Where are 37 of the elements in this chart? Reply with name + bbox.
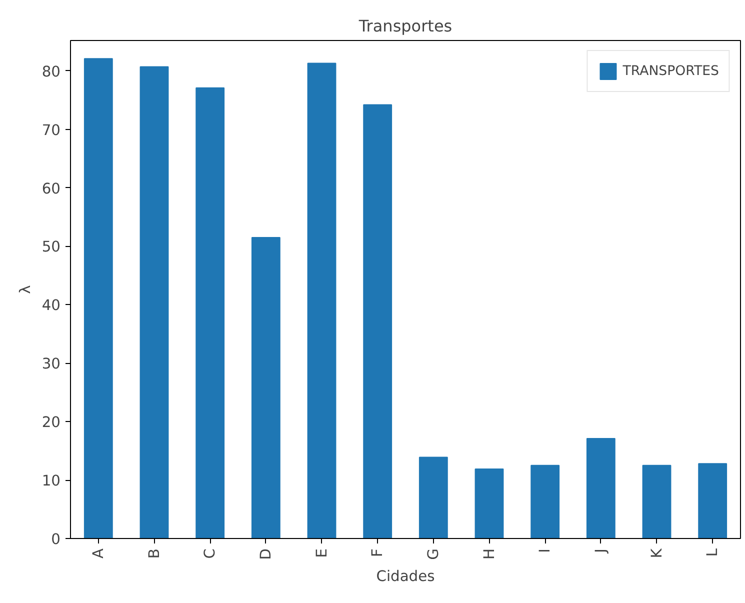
y-tick-label: 40 [42,297,61,314]
x-tick-label: G [424,548,442,560]
x-tick-label: E [313,548,330,558]
x-axis-title: Cidades [376,568,435,585]
y-tick-label: 30 [42,356,61,373]
bar [363,104,392,538]
bar [84,58,113,538]
legend-label: TRANSPORTES [622,64,719,78]
y-tick-label: 60 [42,180,61,198]
bar [196,87,225,538]
bar [418,456,448,538]
bar [251,236,280,538]
y-tick-label: 80 [42,63,61,80]
bar [586,438,616,538]
chart-title: Transportes [358,16,452,36]
x-tick-label: K [648,548,666,558]
y-tick-label: 20 [42,414,61,432]
y-tick-label: 10 [42,472,61,490]
x-tick-label: I [536,548,554,553]
y-tick-label: 0 [51,531,61,548]
x-tick-label: C [202,548,219,559]
x-tick-label: H [480,548,498,560]
x-tick-label: D [257,548,274,560]
x-tick-label: L [704,548,722,557]
x-tick-label: B [146,548,163,559]
x-tick-label: F [369,548,386,557]
y-tick-label: 50 [42,238,61,256]
bar [642,464,672,538]
bar [140,66,169,538]
bar [530,464,560,538]
x-tick-label: J [592,548,610,554]
y-axis-title: λ [16,284,34,294]
x-tick-label: A [90,548,107,559]
bar [307,62,336,538]
bar [474,468,504,538]
bar [698,463,728,538]
y-tick-label: 70 [42,122,61,139]
